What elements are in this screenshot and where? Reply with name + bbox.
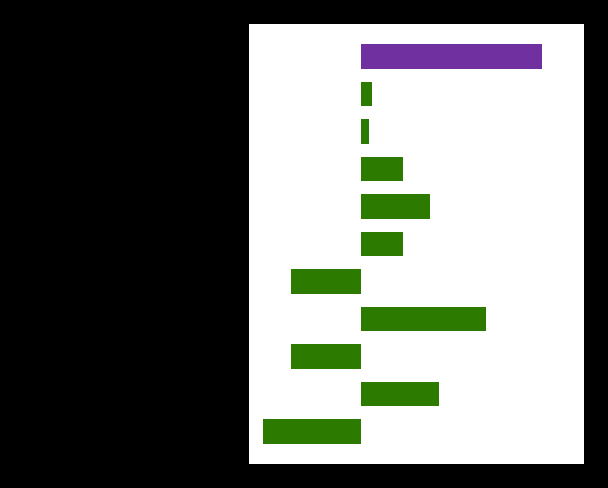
Bar bbox=[361, 120, 369, 143]
Bar bbox=[361, 44, 542, 69]
Bar bbox=[361, 382, 439, 406]
Bar bbox=[361, 232, 402, 256]
Bar bbox=[263, 419, 361, 444]
Bar bbox=[291, 345, 361, 368]
Bar bbox=[361, 82, 372, 106]
Bar bbox=[291, 269, 361, 294]
Bar bbox=[361, 157, 402, 181]
Bar bbox=[361, 194, 430, 219]
Bar bbox=[361, 307, 486, 331]
